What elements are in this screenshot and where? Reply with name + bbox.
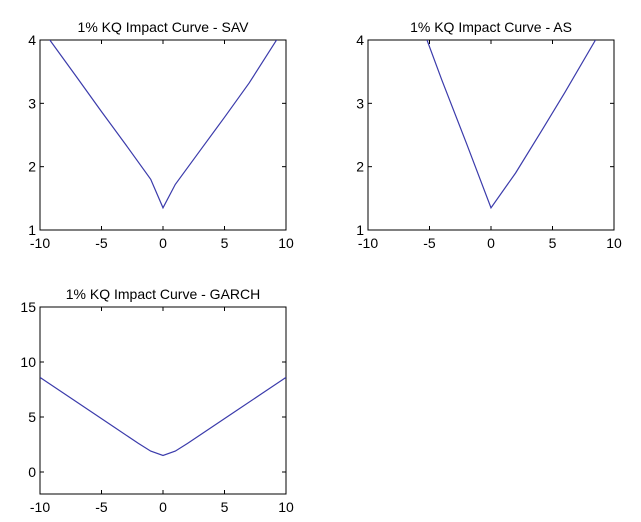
y-tick-label: 1	[28, 222, 36, 238]
x-tick-label: -10	[30, 235, 50, 251]
chart-title: 1% KQ Impact Curve - AS	[410, 19, 572, 35]
chart-title: 1% KQ Impact Curve - GARCH	[66, 286, 261, 302]
y-tick-label: 15	[20, 299, 36, 315]
y-tick-label: 3	[356, 95, 364, 111]
x-tick-label: -5	[95, 235, 108, 251]
x-tick-label: 10	[278, 235, 294, 251]
x-tick-label: -10	[30, 499, 50, 515]
plot-frame	[39, 306, 287, 495]
plot-frame	[39, 39, 287, 231]
y-tick-label: 2	[28, 159, 36, 175]
y-tick-label: 3	[28, 95, 36, 111]
x-tick-label: 5	[221, 235, 229, 251]
y-tick-label: 10	[20, 354, 36, 370]
series-line-0	[40, 376, 286, 457]
x-tick-label: 5	[549, 235, 557, 251]
x-tick-label: -5	[95, 499, 108, 515]
x-tick-label: 0	[487, 235, 495, 251]
y-tick-label: 4	[28, 32, 36, 48]
plot-frame	[367, 39, 615, 231]
y-tick-label: 0	[28, 464, 36, 480]
chart-title: 1% KQ Impact Curve - SAV	[78, 19, 250, 35]
x-tick-label: 0	[159, 499, 167, 515]
x-tick-label: 0	[159, 235, 167, 251]
series-line-0	[49, 40, 278, 210]
series-line-0	[426, 40, 597, 210]
x-tick-label: -5	[423, 235, 436, 251]
y-tick-label: 4	[356, 32, 364, 48]
y-tick-label: 2	[356, 159, 364, 175]
y-tick-label: 1	[356, 222, 364, 238]
subplot-0: 1% KQ Impact Curve - SAV -10 -5 0 5 10 1 2 3 4	[28, 19, 294, 251]
x-tick-label: 5	[221, 499, 229, 515]
subplot-2: 1% KQ Impact Curve - GARCH -10 -5 0 5 10 0 5 10 1…	[20, 286, 294, 515]
x-tick-label: 10	[606, 235, 622, 251]
x-tick-label: -10	[358, 235, 378, 251]
y-tick-label: 5	[28, 409, 36, 425]
x-tick-label: 10	[278, 499, 294, 515]
subplot-1: 1% KQ Impact Curve - AS -10 -5 0 5 10 1 2 3 4	[356, 19, 622, 251]
